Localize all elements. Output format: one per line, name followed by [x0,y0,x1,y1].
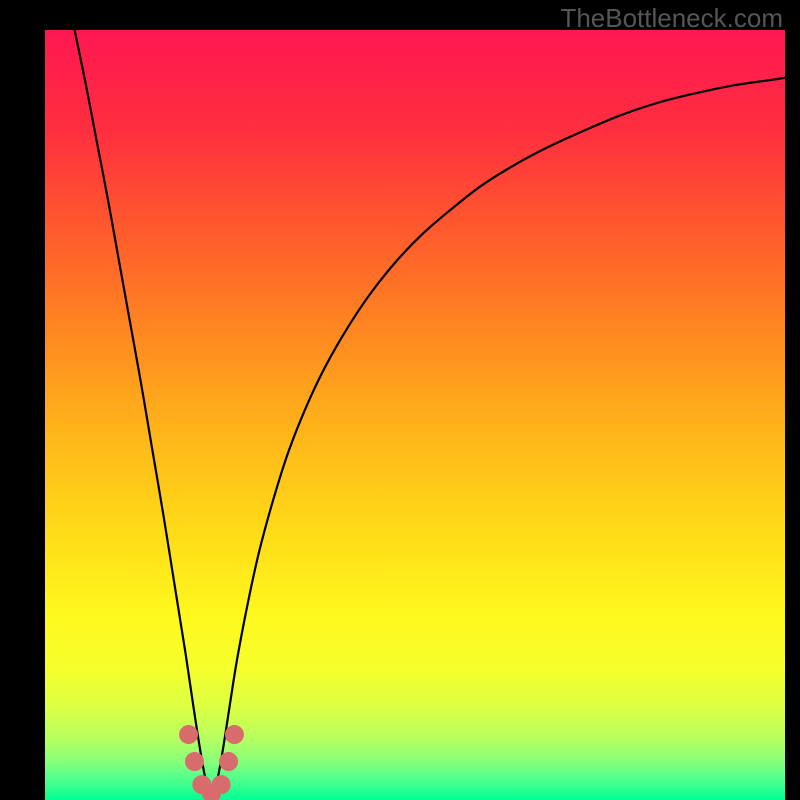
plot-background [45,30,785,800]
chart-root: TheBottleneck.com [0,0,800,800]
minimum-marker [185,753,203,771]
minimum-marker [212,776,230,794]
minimum-marker [220,753,238,771]
bottleneck-curve-chart [0,0,800,800]
minimum-marker [180,726,198,744]
watermark-text: TheBottleneck.com [560,3,783,34]
minimum-marker [225,726,243,744]
